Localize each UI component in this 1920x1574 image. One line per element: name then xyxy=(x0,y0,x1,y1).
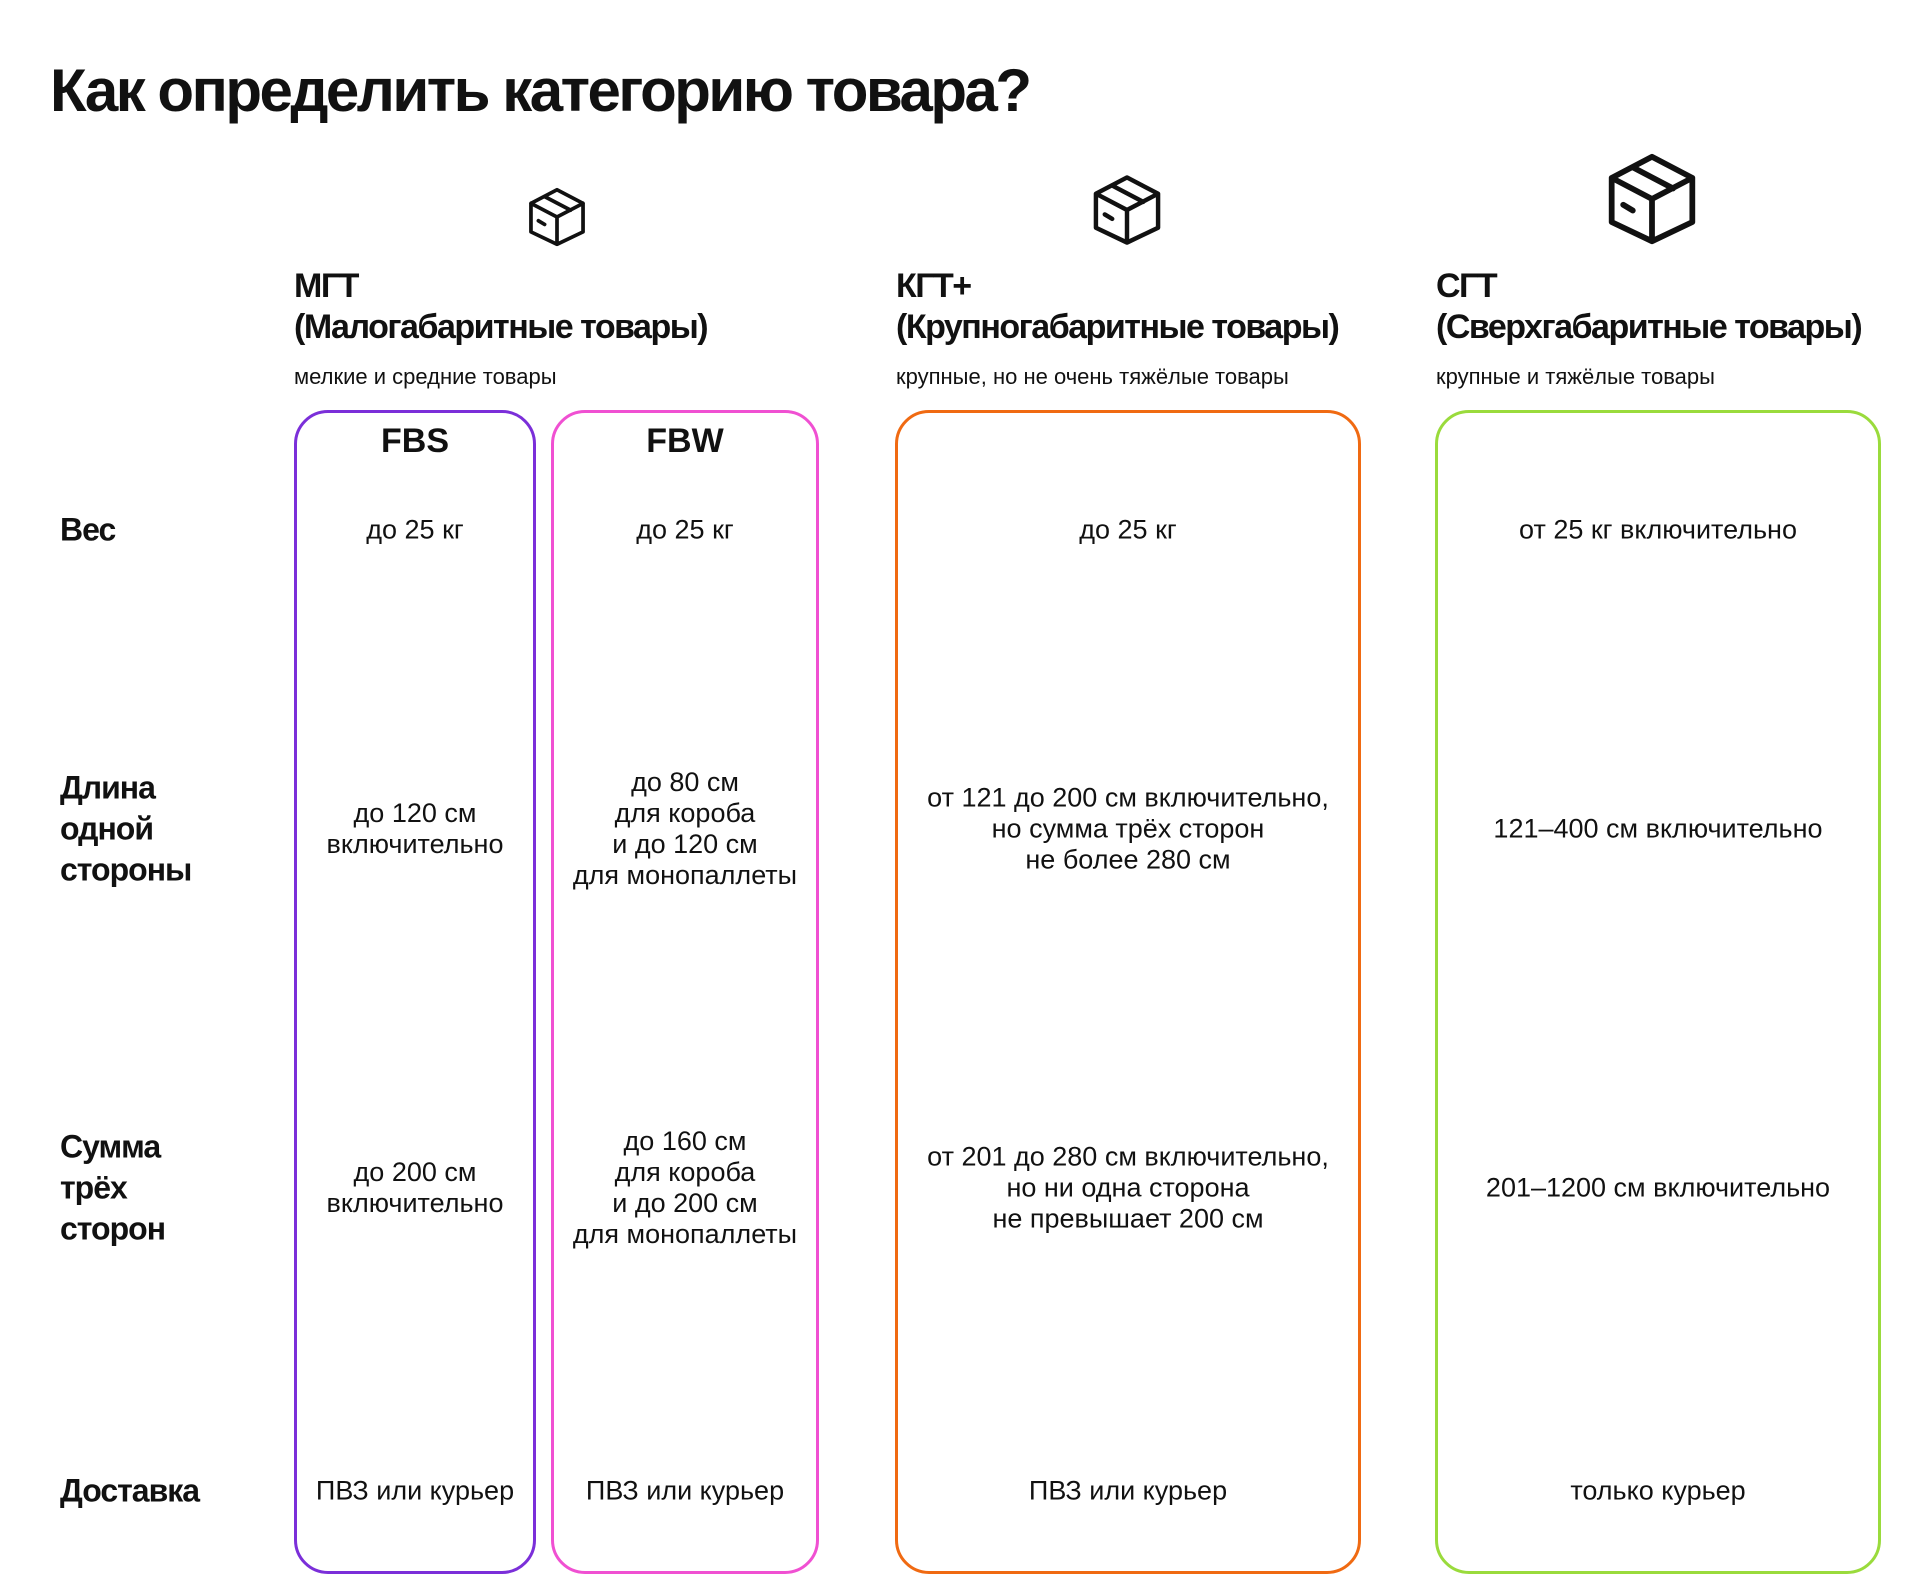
cell-fbs: до 120 см включительно xyxy=(326,798,504,859)
row-label: Доставка xyxy=(60,1472,200,1509)
category-kgt: КГТ+ (Крупногабаритные товары) крупные, … xyxy=(896,266,1340,390)
cell-fbw: ПВЗ или курьер xyxy=(585,1475,785,1506)
category-desc: крупные и тяжёлые товары xyxy=(1436,364,1715,389)
box-icon-large xyxy=(1608,153,1696,245)
cell-fbw: до 25 кг xyxy=(636,514,734,545)
row-label: Сумма трёх сторон xyxy=(60,1128,166,1247)
category-desc: крупные, но не очень тяжёлые товары xyxy=(896,364,1289,389)
category-code: СГТ xyxy=(1436,267,1498,305)
category-code: КГТ+ xyxy=(896,267,972,305)
subcolumn-fbw: FBW xyxy=(646,422,724,460)
column-fbs xyxy=(294,410,536,1574)
column-kgt xyxy=(895,410,1361,1574)
cell-kgt: от 121 до 200 см включительно, но сумма … xyxy=(927,782,1329,875)
category-code: МГТ xyxy=(294,267,359,305)
cell-fbw: до 80 см для короба и до 120 см для моно… xyxy=(572,767,798,890)
column-sgt xyxy=(1435,410,1881,1574)
subcolumn-fbs: FBS xyxy=(381,422,449,460)
box-icon-small xyxy=(529,187,585,247)
row-label: Длина одной стороны xyxy=(60,769,192,888)
cell-kgt: до 25 кг xyxy=(1079,514,1177,545)
category-mgt: МГТ (Малогабаритные товары) мелкие и сре… xyxy=(294,266,709,390)
cell-sgt: 201–1200 см включительно xyxy=(1485,1172,1831,1203)
box-icon-medium xyxy=(1093,175,1161,245)
category-sgt: СГТ (Сверхгабаритные товары) крупные и т… xyxy=(1436,266,1863,390)
category-desc: мелкие и средние товары xyxy=(294,364,557,389)
cell-kgt: от 201 до 280 см включительно, но ни одн… xyxy=(927,1141,1329,1234)
column-fbw xyxy=(551,410,819,1574)
cell-fbs: ПВЗ или курьер xyxy=(315,1475,515,1506)
page-title: Как определить категорию товара? xyxy=(50,57,1032,124)
cell-sgt: 121–400 см включительно xyxy=(1493,813,1823,844)
category-name: (Крупногабаритные товары) xyxy=(896,308,1340,346)
category-name: (Малогабаритные товары) xyxy=(294,308,709,346)
row-label: Вес xyxy=(60,511,116,548)
cell-fbs: до 25 кг xyxy=(366,514,464,545)
cell-sgt: только курьер xyxy=(1570,1475,1746,1506)
cell-fbw: до 160 см для короба и до 200 см для мон… xyxy=(572,1126,798,1249)
category-name: (Сверхгабаритные товары) xyxy=(1436,308,1863,346)
cell-fbs: до 200 см включительно xyxy=(326,1157,504,1218)
cell-kgt: ПВЗ или курьер xyxy=(1028,1475,1228,1506)
cell-sgt: от 25 кг включительно xyxy=(1519,514,1797,545)
